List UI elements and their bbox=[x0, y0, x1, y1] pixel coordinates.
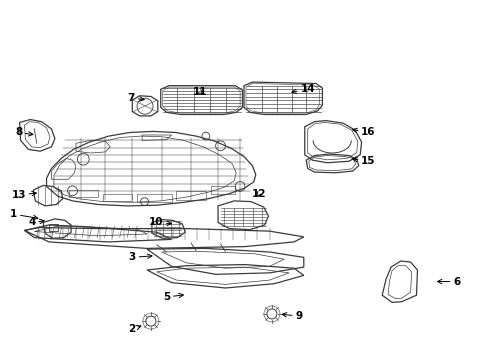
Text: 6: 6 bbox=[438, 276, 460, 287]
Text: 4: 4 bbox=[28, 217, 44, 228]
Text: 3: 3 bbox=[129, 252, 152, 262]
Text: 5: 5 bbox=[163, 292, 183, 302]
Text: 8: 8 bbox=[15, 127, 33, 138]
Text: 1: 1 bbox=[10, 209, 38, 220]
Text: 9: 9 bbox=[282, 311, 302, 321]
Text: 2: 2 bbox=[128, 324, 141, 334]
Text: 16: 16 bbox=[353, 127, 376, 138]
Text: 13: 13 bbox=[11, 190, 36, 200]
Text: 11: 11 bbox=[193, 87, 207, 97]
Text: 14: 14 bbox=[292, 84, 315, 94]
Text: 7: 7 bbox=[127, 93, 144, 103]
Text: 10: 10 bbox=[148, 217, 172, 228]
Text: 12: 12 bbox=[251, 189, 266, 199]
Text: 15: 15 bbox=[353, 156, 376, 166]
